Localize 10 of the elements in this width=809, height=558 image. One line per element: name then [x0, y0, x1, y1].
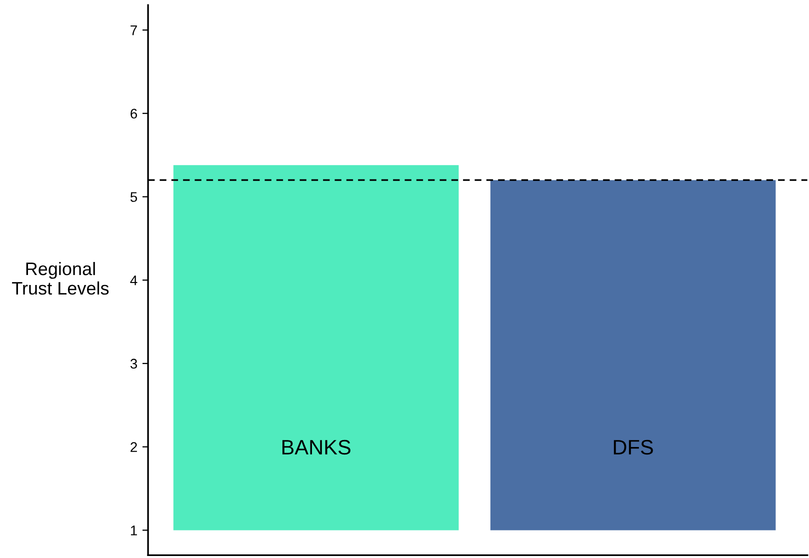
y-tick-label: 4 [130, 276, 138, 286]
x-tick-label: BANKS [282, 440, 350, 455]
x-tick-label: DFS [614, 440, 653, 455]
y-tick-label: 5 [130, 192, 138, 202]
y-tick-label: 2 [130, 442, 137, 452]
y-tick-label: 6 [130, 108, 138, 119]
y-axis-title: Regional Trust Levels [12, 262, 109, 295]
y-tick-label: 1 [130, 526, 137, 536]
y-tick-label: 7 [130, 26, 137, 36]
y-tick-label: 3 [130, 358, 138, 369]
